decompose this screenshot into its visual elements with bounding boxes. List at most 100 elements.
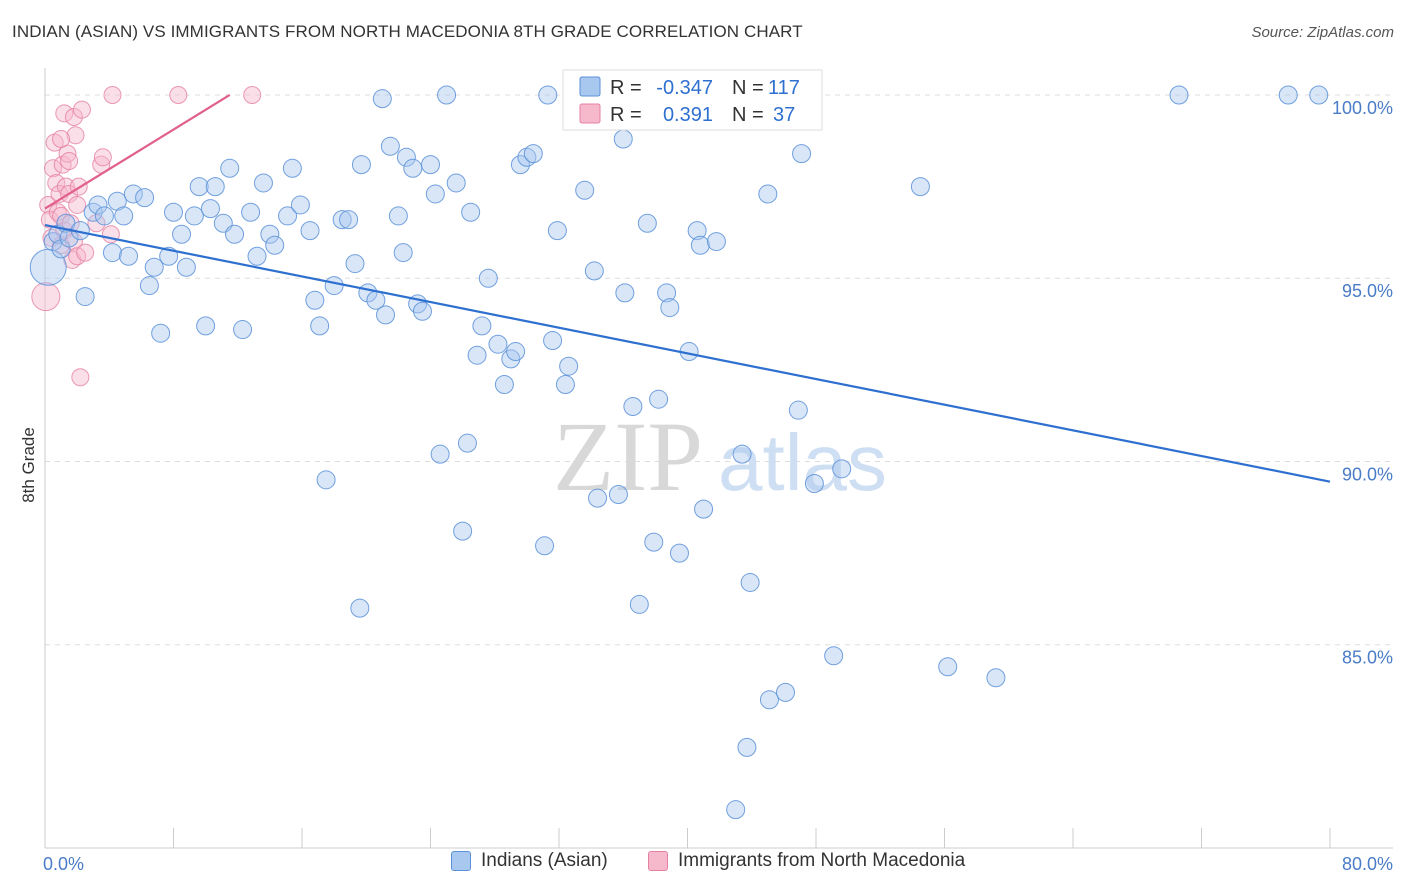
pink-point: [47, 173, 66, 192]
pink-point: [61, 214, 80, 233]
blue-point: [535, 536, 555, 556]
blue-point: [623, 397, 643, 417]
blue-point: [832, 459, 852, 479]
blue-point: [184, 206, 204, 226]
blue-point: [726, 800, 746, 820]
blue-point: [75, 287, 95, 307]
blue-point: [824, 646, 844, 666]
blue-point: [290, 195, 310, 215]
axes: [44, 68, 1393, 849]
blue-point: [740, 572, 760, 592]
blue-point: [792, 144, 812, 164]
x-tick-label-max: 80.0%: [1342, 854, 1393, 874]
blue-point: [241, 202, 261, 222]
pink-point: [52, 129, 71, 148]
blue-point: [547, 221, 567, 241]
blue-point: [555, 375, 575, 395]
blue-point: [706, 232, 726, 252]
legend-n-label-blue: N =: [732, 77, 764, 99]
blue-point: [189, 177, 209, 197]
legend-swatch-blue: [579, 76, 601, 97]
pink-point: [39, 195, 58, 214]
blue-point: [51, 239, 71, 259]
blue-point: [332, 210, 352, 230]
blue-point: [788, 400, 808, 420]
pink-point: [76, 243, 95, 262]
blue-point: [1278, 85, 1298, 105]
legend-box: R = -0.347 N = 117 R = 0.391 N = 37: [562, 69, 823, 131]
blue-point: [421, 155, 440, 175]
blue-point: [517, 147, 537, 167]
blue-point: [172, 224, 192, 244]
blue-point: [282, 158, 302, 178]
blue-point: [316, 470, 336, 490]
blue-point: [278, 206, 298, 226]
blue-point: [205, 177, 225, 197]
blue-point: [543, 331, 563, 351]
blue-point: [478, 268, 498, 288]
legend-r-value-blue: -0.347: [656, 77, 713, 99]
blue-point: [247, 246, 267, 266]
blue-point: [759, 690, 779, 710]
blue-point: [403, 158, 423, 178]
blue-point: [119, 246, 139, 266]
blue-point: [608, 484, 628, 504]
blue-point: [657, 283, 677, 303]
blue-point: [48, 224, 68, 244]
blue-point: [260, 224, 280, 244]
legend-r-label-pink: R =: [610, 104, 642, 126]
blue-point: [305, 290, 325, 310]
chart-title: INDIAN (ASIAN) VS IMMIGRANTS FROM NORTH …: [12, 22, 803, 41]
pink-point: [68, 195, 87, 214]
blue-point: [669, 543, 689, 563]
blue-point: [351, 155, 371, 175]
blue-point: [372, 89, 392, 109]
blue-point: [345, 254, 365, 274]
blue-point: [220, 158, 240, 178]
pink-point: [55, 104, 74, 123]
blue-point: [380, 136, 400, 156]
bottom-legend-label-macedonia: Immigrants from North Macedonia: [678, 850, 966, 871]
blue-point: [758, 184, 778, 204]
blue-point: [324, 276, 344, 296]
watermark: ZIP atlas: [553, 401, 887, 512]
blue-point: [506, 342, 526, 362]
pink-point: [103, 85, 122, 104]
blue-point: [644, 532, 664, 552]
blue-point: [425, 184, 445, 204]
pink-point: [93, 148, 112, 167]
y-tick-label: 90.0%: [1342, 464, 1393, 484]
blue-point: [453, 521, 473, 541]
y-tick-label: 100.0%: [1332, 98, 1393, 118]
blue-point: [446, 173, 466, 193]
blue-point: [649, 389, 669, 409]
blue-point: [1169, 85, 1189, 105]
blue-point: [494, 375, 514, 395]
pink-trend-line: [44, 94, 231, 210]
pink-point: [66, 126, 85, 145]
blue-point: [94, 206, 114, 226]
blue-point: [253, 173, 273, 193]
blue-point: [732, 444, 752, 464]
pink-point: [48, 203, 67, 222]
blue-point: [393, 243, 413, 263]
pink-point: [72, 100, 91, 119]
blue-point: [588, 488, 608, 508]
blue-point: [396, 147, 416, 167]
y-tick-label: 85.0%: [1342, 648, 1393, 668]
blue-point: [144, 257, 164, 277]
x-tick-label-min: 0.0%: [43, 854, 84, 874]
blue-point: [629, 594, 649, 614]
blue-point: [310, 316, 330, 336]
blue-point: [690, 235, 710, 255]
blue-point: [938, 657, 958, 677]
blue-point: [457, 433, 477, 453]
bottom-legend-label-indians: Indians (Asian): [481, 850, 608, 871]
y-axis-label: 8th Grade: [19, 427, 38, 503]
blue-point: [613, 129, 633, 149]
blue-point: [135, 188, 155, 208]
blue-point: [804, 473, 824, 493]
blue-point: [350, 598, 370, 618]
legend-r-value-pink: 0.391: [663, 104, 713, 126]
